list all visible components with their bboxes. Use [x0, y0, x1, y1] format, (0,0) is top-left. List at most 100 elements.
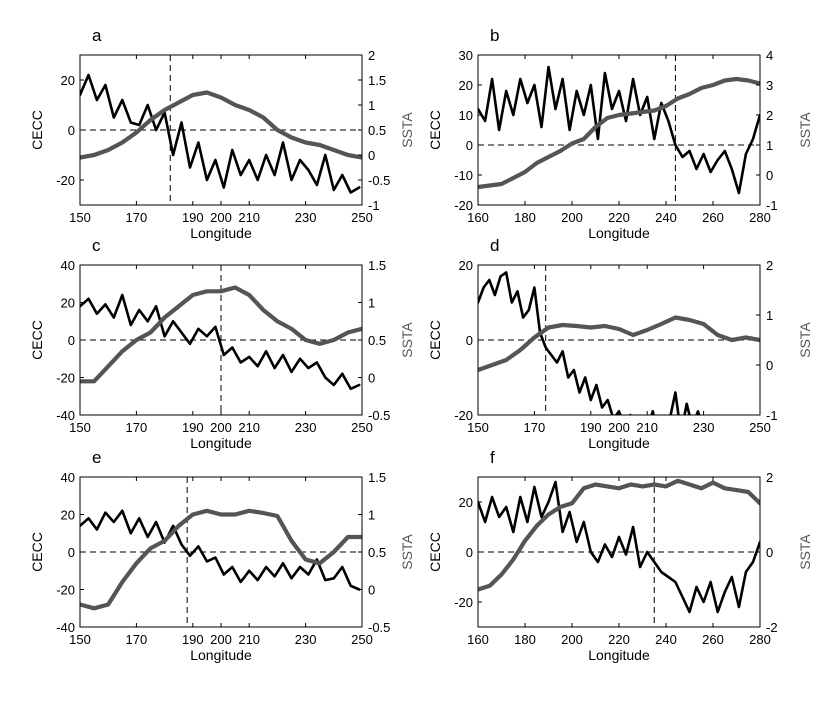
y-axis-label-left: CECC: [427, 110, 443, 150]
x-tick-label: 200: [608, 420, 630, 435]
panel-label: f: [490, 448, 495, 467]
y-tick-label-left: 10: [459, 108, 473, 123]
y-tick-label-left: -20: [454, 595, 473, 610]
x-tick-label: 250: [351, 420, 373, 435]
y-axis-label-left: CECC: [29, 320, 45, 360]
y-tick-label-right: 1: [766, 138, 773, 153]
x-tick-label: 190: [182, 420, 204, 435]
cecc-line: [80, 293, 361, 391]
x-axis-label: Longitude: [588, 647, 650, 663]
x-axis-label: Longitude: [190, 225, 252, 241]
y-tick-label-left: -20: [56, 583, 75, 598]
y-tick-label-right: 1.5: [368, 470, 386, 485]
axes-frame: [477, 54, 761, 206]
ssta-line: [80, 285, 362, 384]
x-tick-label: 230: [295, 420, 317, 435]
x-tick-label: 160: [467, 632, 489, 647]
series-group: [80, 73, 362, 194]
cecc-line: [478, 65, 760, 195]
panel-label: e: [92, 448, 101, 467]
x-tick-label: 170: [524, 420, 546, 435]
x-tick-label: 170: [126, 210, 148, 225]
y-axis-label-right: SSTA: [399, 322, 415, 358]
series-group: [478, 478, 760, 614]
y-tick-label-right: 1: [368, 296, 375, 311]
y-axis-label-right: SSTA: [797, 112, 813, 148]
y-tick-label-left: 20: [61, 73, 75, 88]
cecc-line: [478, 271, 701, 415]
y-tick-label-left: 0: [466, 545, 473, 560]
panel-label: b: [490, 26, 499, 45]
y-tick-label-left: 0: [68, 123, 75, 138]
y-tick-label-right: 2: [766, 108, 773, 123]
y-tick-label-right: 0: [766, 545, 773, 560]
y-tick-label-right: 1: [368, 98, 375, 113]
y-tick-label-right: -0.5: [368, 620, 390, 635]
x-tick-label: 200: [561, 210, 583, 225]
y-tick-label-right: -0.5: [368, 408, 390, 423]
x-tick-label: 210: [238, 632, 260, 647]
x-tick-label: 260: [702, 210, 724, 225]
x-tick-label: 240: [655, 210, 677, 225]
panel-c: 150 170 190 200 210 230 250 -40 -20 0 20 40 -0.5 0 0.5…: [29, 236, 415, 451]
y-tick-label-left: 0: [68, 545, 75, 560]
x-tick-label: 250: [749, 420, 771, 435]
y-tick-label-right: 1: [766, 308, 773, 323]
x-tick-label: 150: [69, 420, 91, 435]
panel-label: a: [92, 26, 102, 45]
y-tick-label-right: 0: [766, 358, 773, 373]
cecc-line: [80, 73, 361, 194]
y-axis-label-right: SSTA: [399, 112, 415, 148]
x-tick-label: 190: [182, 632, 204, 647]
x-tick-label: 150: [69, 210, 91, 225]
x-tick-label: 250: [351, 632, 373, 647]
y-tick-label-left: -10: [454, 168, 473, 183]
y-axis-label-left: CECC: [427, 532, 443, 572]
y-tick-label-right: 1: [368, 508, 375, 523]
y-tick-label-right: 0: [766, 168, 773, 183]
panel-d: 150 170 190 200 210 230 250 -20 0 20 -1 0 1 2 Longitud…: [427, 236, 813, 451]
y-tick-label-right: -1: [766, 198, 778, 213]
y-tick-label-right: -0.5: [368, 173, 390, 188]
x-axis-label: Longitude: [190, 647, 252, 663]
x-axis-label: Longitude: [588, 225, 650, 241]
y-tick-label-left: -20: [56, 173, 75, 188]
series-group: [478, 271, 760, 415]
y-tick-label-left: 0: [466, 333, 473, 348]
x-axis-label: Longitude: [190, 435, 252, 451]
y-tick-label-left: 40: [61, 470, 75, 485]
y-axis-label-right: SSTA: [399, 534, 415, 570]
y-tick-label-left: -20: [454, 198, 473, 213]
x-tick-label: 210: [238, 420, 260, 435]
y-tick-label-right: 1.5: [368, 73, 386, 88]
x-tick-label: 230: [693, 420, 715, 435]
series-group: [80, 285, 362, 391]
x-tick-label: 150: [69, 632, 91, 647]
y-tick-label-right: -2: [766, 620, 778, 635]
panel-b: 160 180 200 220 240 260 280-20-100102030-10123…: [427, 26, 813, 241]
x-tick-label: 220: [608, 632, 630, 647]
x-tick-label: 200: [561, 632, 583, 647]
y-tick-label-right: 0: [368, 583, 375, 598]
y-tick-label-left: -20: [454, 408, 473, 423]
x-tick-label: 280: [749, 210, 771, 225]
ssta-line: [478, 478, 760, 592]
cecc-line: [478, 480, 760, 614]
ssta-line: [80, 508, 362, 611]
y-tick-label-left: 20: [61, 296, 75, 311]
x-tick-label: 230: [295, 632, 317, 647]
y-tick-label-left: -40: [56, 408, 75, 423]
y-tick-label-right: 4: [766, 48, 773, 63]
x-tick-label: 250: [351, 210, 373, 225]
y-axis-label-left: CECC: [427, 320, 443, 360]
x-tick-label: 190: [580, 420, 602, 435]
series-group: [478, 65, 760, 195]
x-tick-label: 190: [182, 210, 204, 225]
y-axis-label-left: CECC: [29, 110, 45, 150]
y-tick-label-right: 3: [766, 78, 773, 93]
x-tick-label: 170: [126, 420, 148, 435]
y-tick-label-right: 2: [766, 470, 773, 485]
panel-f: 160 180 200 220 240 260 280-20020-202Longitude…: [427, 448, 813, 663]
y-tick-label-left: -40: [56, 620, 75, 635]
x-axis-label: Longitude: [588, 435, 650, 451]
